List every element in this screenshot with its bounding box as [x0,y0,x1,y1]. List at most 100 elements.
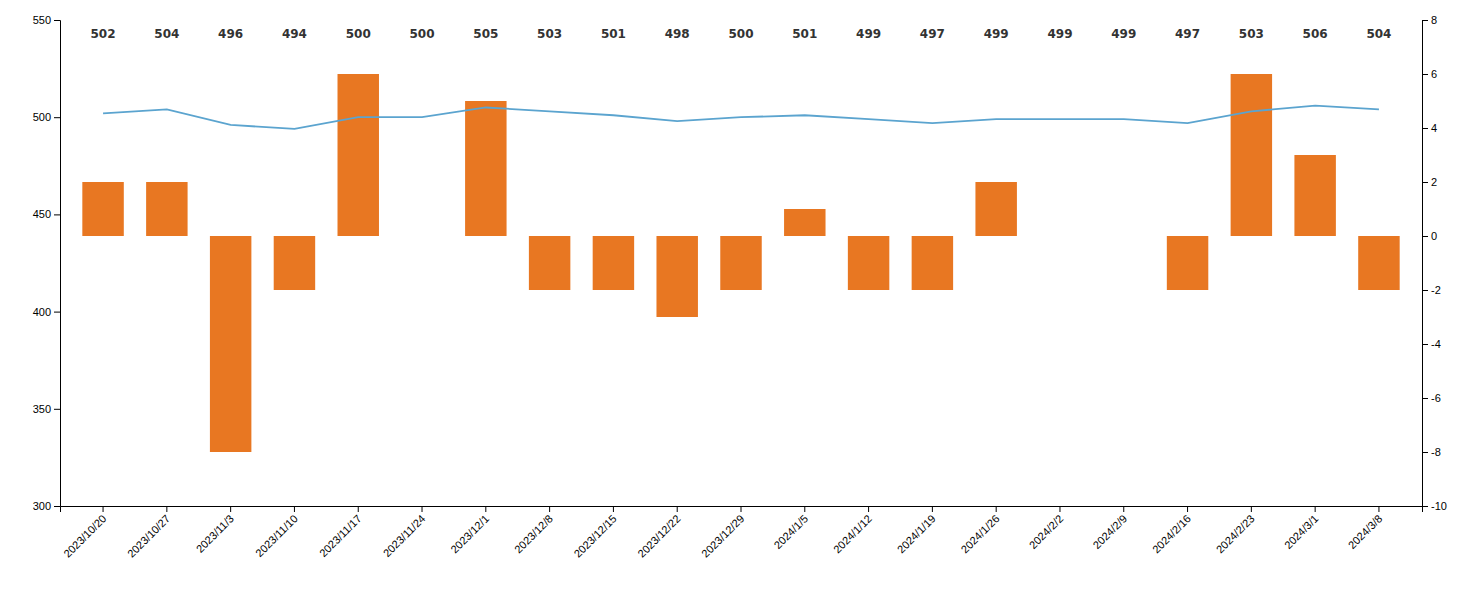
tick-label: 4 [1431,122,1437,134]
tick-label: 2024/2/9 [1090,512,1129,551]
tick-label: 2023/12/8 [512,512,555,555]
tick-mark [613,506,614,512]
tick-label: 500 [33,111,51,123]
tick-label: -2 [1431,284,1441,296]
data-labels: 5025044964945005005055035014985005014994… [91,27,1392,41]
tick-label: -8 [1431,446,1441,458]
data-label: 494 [282,27,307,41]
data-label: 503 [1239,27,1264,41]
tick-label: 2023/12/1 [448,512,491,555]
bar [784,209,825,236]
axis-line [54,21,61,507]
axis-line [1423,21,1429,507]
data-label: 504 [154,27,179,41]
tick: 2024/2/2 [1027,506,1066,551]
tick: 0 [1422,230,1437,242]
data-label: 498 [665,27,690,41]
tick-mark [358,506,359,512]
data-label: 499 [856,27,881,41]
tick: -8 [1422,446,1441,458]
axis-line [61,507,1423,513]
bar [912,236,953,290]
y2-axis: -10-8-6-4-202468 [1422,14,1447,512]
line [103,106,1379,129]
tick: 2024/1/19 [895,506,938,555]
bar [82,182,123,236]
tick-mark [1422,290,1428,291]
bar [401,236,442,237]
data-label: 500 [728,27,753,41]
tick-label: 2023/12/15 [571,512,618,559]
tick-mark [230,506,231,512]
chart: 5025044964945005005055035014985005014994… [0,0,1477,591]
tick: 2023/11/3 [194,506,237,555]
tick-label: 8 [1431,14,1437,26]
tick-label: -4 [1431,338,1441,350]
bar [1167,236,1208,290]
tick: 2023/12/1 [448,506,491,555]
tick-label: 2023/11/24 [381,512,428,559]
tick: 2024/3/8 [1346,506,1385,551]
tick-mark [1422,128,1428,129]
tick-label: -10 [1431,500,1447,512]
tick: 350 [33,403,60,415]
bar [848,236,889,290]
tick: -10 [1422,500,1447,512]
bar-series [82,74,1399,452]
tick-mark [422,506,423,512]
tick-mark [1251,506,1252,512]
x-axis: 2023/10/20 2023/10/27 2023/11/3 2023/11/10 2… [61,506,1423,560]
tick: 2024/1/26 [959,506,1002,555]
bar [656,236,697,317]
tick-mark [677,506,678,512]
tick-label: 6 [1431,68,1437,80]
tick-label: 2024/3/1 [1282,512,1321,551]
tick-label: 350 [33,403,51,415]
tick: 6 [1422,68,1437,80]
tick: 2024/3/1 [1282,506,1321,551]
tick-mark [166,506,167,512]
tick-mark [804,506,805,512]
tick-label: 2023/10/27 [125,512,172,559]
data-label: 501 [792,27,817,41]
tick-mark [1059,506,1060,512]
data-label: 503 [537,27,562,41]
data-label: 506 [1303,27,1328,41]
bar [593,236,634,290]
tick: 450 [33,208,60,220]
tick-label: 400 [33,306,51,318]
data-label: 502 [91,27,116,41]
tick-label: 2023/12/22 [635,512,682,559]
tick: 2024/1/5 [771,506,810,551]
data-label: 500 [409,27,434,41]
tick-mark [1422,236,1428,237]
bar [1231,74,1272,236]
tick: 2024/1/12 [831,506,874,555]
tick-label: 2024/2/2 [1027,512,1066,551]
tick-mark [1422,398,1428,399]
tick-mark [1422,344,1428,345]
tick-mark [1123,506,1124,512]
tick-label: 2 [1431,176,1437,188]
data-label: 499 [1047,27,1072,41]
data-label: 499 [1111,27,1136,41]
tick-mark [1315,506,1316,512]
bar [338,74,379,236]
tick-label: 2023/12/29 [699,512,746,559]
tick-label: 2024/2/23 [1214,512,1257,555]
bar [1103,236,1144,237]
tick-mark [1187,506,1188,512]
tick-mark [932,506,933,512]
tick: 2023/12/29 [699,506,746,560]
tick-label: 2023/11/10 [253,512,300,559]
bar [1039,236,1080,237]
tick-mark [1422,20,1428,21]
bar [274,236,315,290]
tick: 500 [33,111,60,123]
tick: 2023/10/20 [61,506,108,560]
tick-label: 2024/1/12 [831,512,874,555]
bar [529,236,570,290]
data-label: 497 [920,27,945,41]
tick-mark [868,506,869,512]
tick-mark [1422,506,1428,507]
